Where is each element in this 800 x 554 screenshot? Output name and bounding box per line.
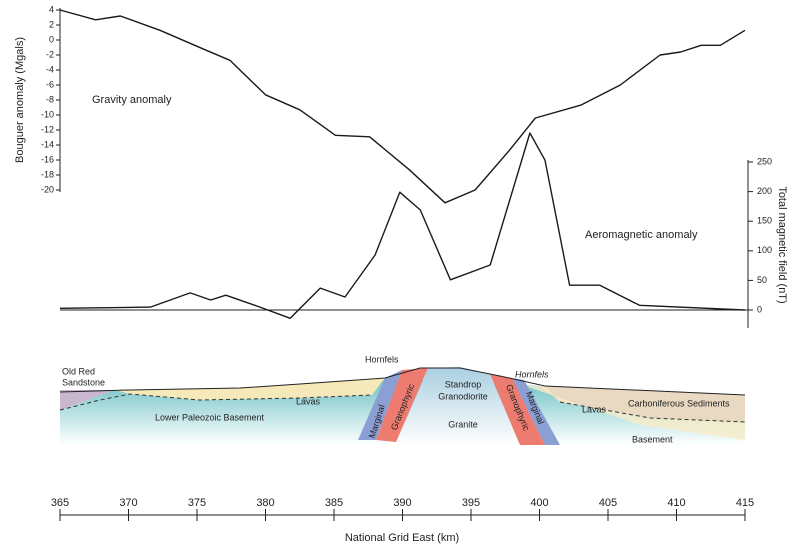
y-tick-label: -10 <box>41 109 54 119</box>
geo-label: Lavas <box>296 396 321 406</box>
x-tick-label: 365 <box>51 497 69 509</box>
granite <box>396 367 520 445</box>
y2-tick-label: 50 <box>757 275 767 285</box>
carboniferous <box>540 386 745 422</box>
y-axis-label: Bouguer anomaly (Mgals) <box>14 37 26 163</box>
geo-label: Hornfels <box>515 369 549 379</box>
y2-tick-label: 200 <box>757 186 772 196</box>
y-tick-label: 2 <box>49 19 54 29</box>
y-tick-label: -4 <box>46 64 54 74</box>
geo-label: Lavas <box>582 404 607 414</box>
x-tick-label: 380 <box>256 497 274 509</box>
x-axis-label: National Grid East (km) <box>345 532 459 544</box>
y-tick-label: -2 <box>46 49 54 59</box>
lavas-right <box>525 386 745 440</box>
y-tick-label: 4 <box>49 4 54 14</box>
y2-tick-label: 250 <box>757 156 772 166</box>
y-tick-label: 0 <box>49 34 54 44</box>
geo-label: Granite <box>448 419 478 429</box>
y-tick-label: -12 <box>41 124 54 134</box>
x-tick-label: 375 <box>188 497 206 509</box>
x-tick-label: 370 <box>119 497 137 509</box>
y-tick-label: -18 <box>41 169 54 179</box>
contact <box>59 393 373 411</box>
annotation: Aeromagnetic anomaly <box>585 229 698 241</box>
geo-label: Carboniferous Sediments <box>628 398 730 408</box>
y2-tick-label: 100 <box>757 245 772 255</box>
granophyric-right <box>490 374 545 445</box>
x-tick-label: 385 <box>325 497 343 509</box>
y-tick-label: -16 <box>41 154 54 164</box>
lavas-left <box>115 378 385 400</box>
y2-axis-label: Total magnetic field (nT) <box>776 186 788 303</box>
marginal-left <box>358 370 402 440</box>
x-tick-label: 390 <box>393 497 411 509</box>
x-tick-label: 395 <box>462 497 480 509</box>
y2-tick-label: 150 <box>757 216 772 226</box>
y-tick-label: -14 <box>41 139 54 149</box>
marginal-right <box>512 378 560 445</box>
geo-label: Hornfels <box>365 354 399 364</box>
annotation: Gravity anomaly <box>92 94 172 106</box>
series-line <box>59 9 746 204</box>
series-line <box>59 132 746 319</box>
y-tick-label: -8 <box>46 94 54 104</box>
geo-label: Sandstone <box>62 377 105 387</box>
geo-label: Standrop <box>445 379 482 389</box>
contact <box>559 401 746 423</box>
cross-section <box>59 367 746 445</box>
x-tick-label: 400 <box>530 497 548 509</box>
geo-label: Granodiorite <box>438 391 488 401</box>
geo-label: Old Red <box>62 366 95 376</box>
old-red-sandstone <box>60 390 115 410</box>
chart: National Grid East (km) Bouguer anomaly … <box>14 4 788 544</box>
surface <box>59 367 746 396</box>
x-tick-label: 415 <box>736 497 754 509</box>
y-tick-label: -6 <box>46 79 54 89</box>
x-tick-label: 405 <box>599 497 617 509</box>
y-tick-label: -20 <box>41 184 54 194</box>
x-tick-label: 410 <box>667 497 685 509</box>
geo-label: Lower Paleozoic Basement <box>155 412 265 422</box>
granophyric-left <box>376 368 428 442</box>
y2-tick-label: 0 <box>757 304 762 314</box>
geo-label: Basement <box>632 434 673 444</box>
